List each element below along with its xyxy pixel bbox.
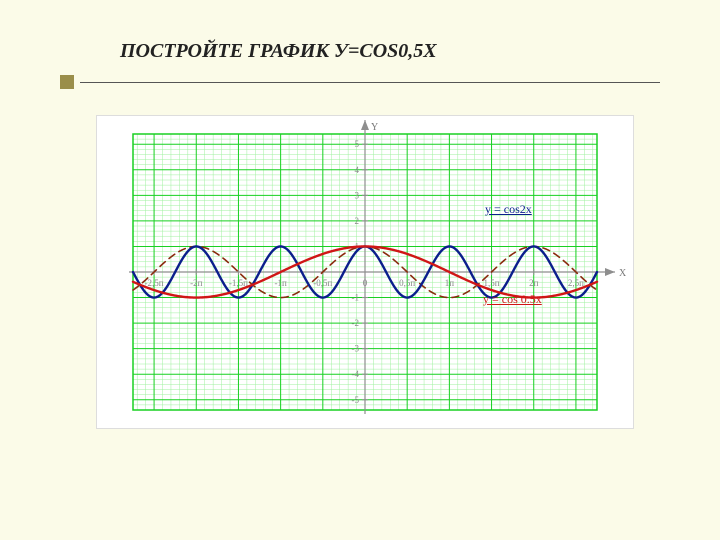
page-title: ПОСТРОЙТЕ ГРАФИК У=COS0,5X (0, 0, 720, 73)
svg-text:4: 4 (355, 165, 360, 175)
svg-text:X: X (619, 268, 627, 279)
horizontal-rule (80, 82, 660, 83)
svg-text:Y: Y (371, 122, 378, 133)
legend-cos05x: y = cos 0.5x (483, 292, 542, 307)
svg-text:-5: -5 (352, 395, 360, 405)
legend-cos2x: y = cos2x (485, 202, 532, 217)
bullet-marker (60, 75, 74, 89)
svg-text:-2: -2 (352, 318, 360, 328)
svg-text:2: 2 (355, 216, 360, 226)
svg-text:-1: -1 (352, 293, 360, 303)
svg-text:3: 3 (355, 190, 360, 200)
svg-text:2п: 2п (529, 278, 539, 288)
svg-text:-1п: -1п (274, 278, 286, 288)
svg-text:-0,5п: -0,5п (313, 278, 332, 288)
svg-text:1п: 1п (445, 278, 455, 288)
svg-text:-2п: -2п (190, 278, 202, 288)
svg-text:5: 5 (355, 139, 360, 149)
divider-row (0, 73, 720, 91)
svg-text:-3: -3 (352, 344, 360, 354)
svg-text:2,5п: 2,5п (568, 278, 584, 288)
chart-container: XY-2,5п-2п-1,5п-1п-0,5п00,5п1п1,5п2п2,5п… (96, 115, 634, 429)
svg-text:0: 0 (363, 278, 368, 288)
chart-svg: XY-2,5п-2п-1,5п-1п-0,5п00,5п1п1,5п2п2,5п… (97, 116, 633, 428)
svg-text:0,5п: 0,5п (399, 278, 415, 288)
svg-text:-4: -4 (352, 369, 360, 379)
svg-text:1,5п: 1,5п (484, 278, 500, 288)
